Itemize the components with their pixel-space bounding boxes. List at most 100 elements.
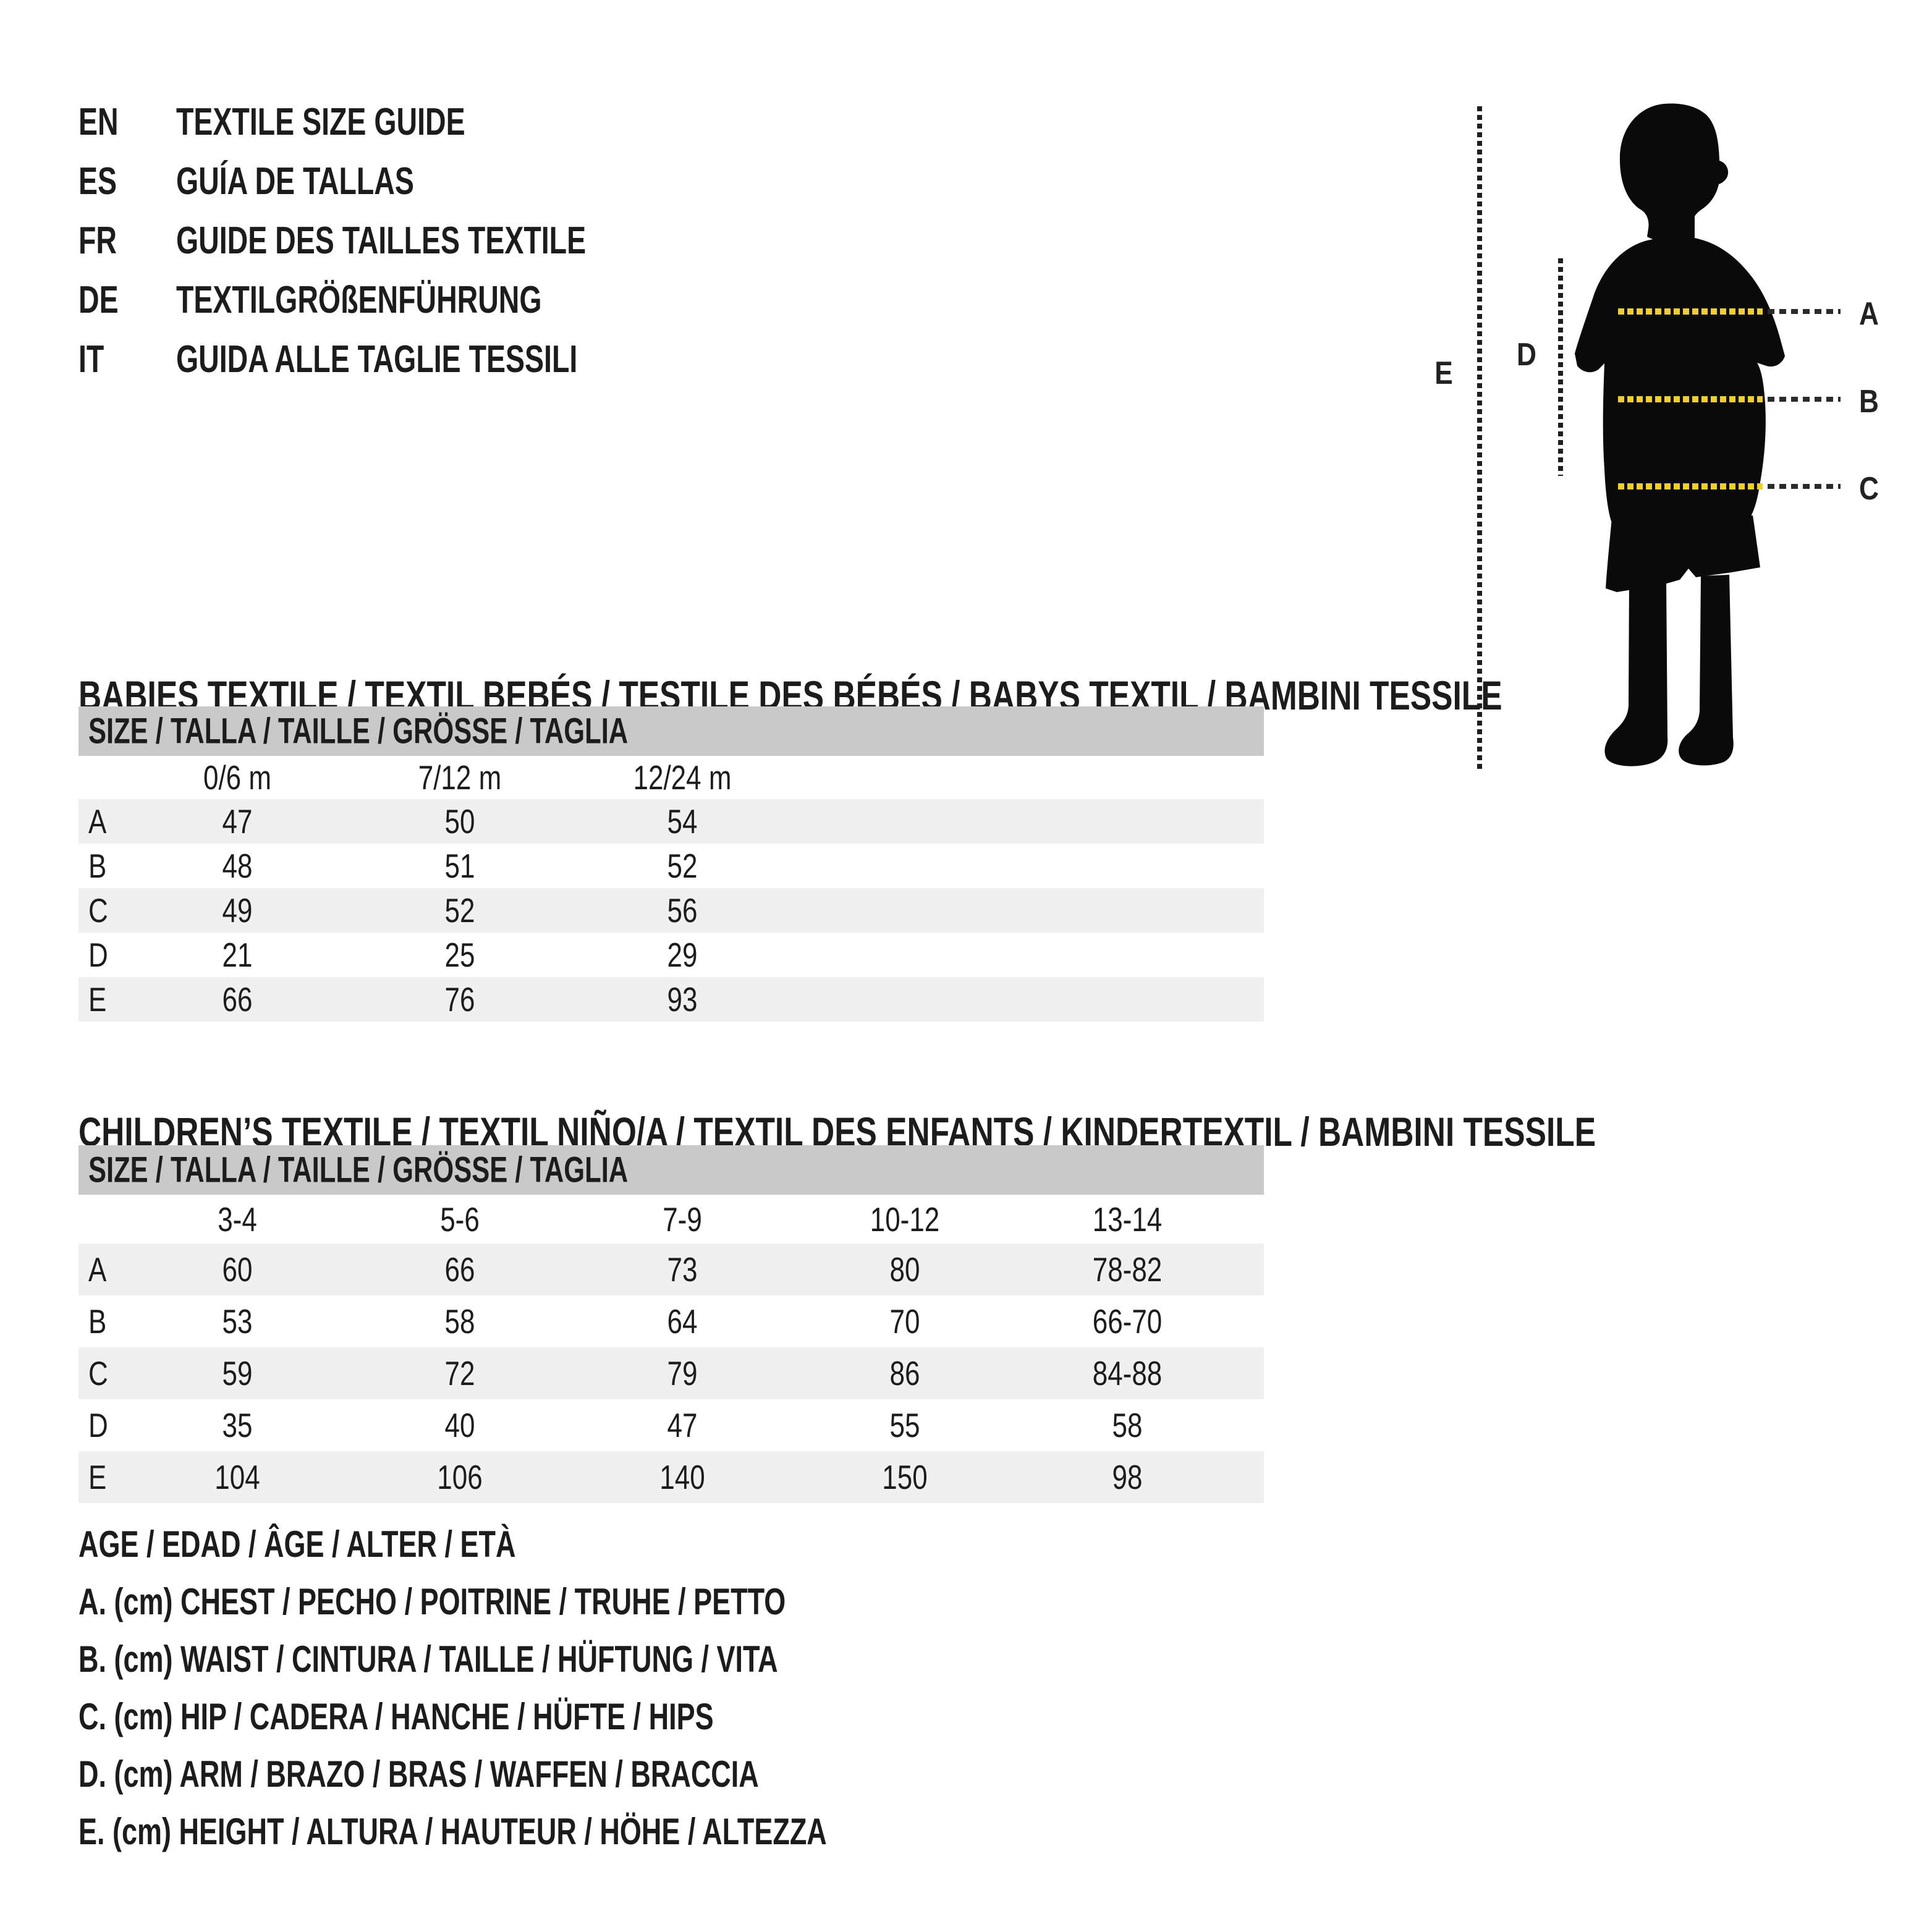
cell-value: 29 (667, 936, 698, 974)
language-title: GUIDE DES TAILLES TEXTILE (176, 219, 587, 262)
row-label: B (88, 1302, 107, 1341)
measure-label-E: E (1434, 355, 1453, 391)
row-label: C (88, 1354, 108, 1392)
row-label: B (88, 847, 107, 885)
cell-value: 40 (444, 1406, 475, 1444)
legend-line-age: AGE / EDAD / ÂGE / ALTER / ETÀ (78, 1523, 516, 1565)
size-header-text: SIZE / TALLA / TAILLE / GRÖSSE / TAGLIA (88, 1150, 629, 1190)
cell-value: 47 (222, 802, 253, 841)
cell-value: 48 (222, 847, 253, 885)
babies-size-header-bar: SIZE / TALLA / TAILLE / GRÖSSE / TAGLIA (78, 706, 1264, 756)
table-row: B 48 51 52 (78, 844, 1264, 888)
cell-value: 84-88 (1092, 1354, 1163, 1392)
cell-value: 49 (222, 891, 253, 930)
cell-value: 52 (444, 891, 475, 930)
cell-value: 86 (889, 1354, 920, 1392)
cell-value: 52 (667, 847, 698, 885)
language-code: FR (78, 219, 117, 262)
row-label: E (88, 980, 107, 1019)
legend-line-height: E. (cm) HEIGHT / ALTURA / HAUTEUR / HÖHE… (78, 1811, 827, 1852)
cell-value: 98 (1112, 1458, 1143, 1496)
table-row: A 47 50 54 (78, 799, 1264, 844)
arm-measure-dotted-line-D (1558, 258, 1563, 476)
column-header: 13-14 (1092, 1200, 1163, 1239)
cell-value: 66-70 (1092, 1302, 1163, 1341)
measure-label-B: B (1859, 384, 1879, 420)
cell-value: 93 (667, 980, 698, 1019)
column-header: 7/12 m (418, 758, 502, 797)
cell-value: 78-82 (1092, 1250, 1163, 1289)
measure-label-C: C (1859, 471, 1879, 507)
table-row: D 35 40 47 55 58 (78, 1399, 1264, 1451)
column-header: 7-9 (663, 1200, 702, 1239)
column-header: 10-12 (870, 1200, 940, 1239)
cell-value: 53 (222, 1302, 253, 1341)
language-title: TEXTILGRÖßENFÜHRUNG (176, 278, 542, 321)
legend-line-chest: A. (cm) CHEST / PECHO / POITRINE / TRUHE… (78, 1581, 786, 1622)
children-size-table: SIZE / TALLA / TAILLE / GRÖSSE / TAGLIA … (78, 1145, 1264, 1503)
cell-value: 73 (667, 1250, 698, 1289)
cell-value: 80 (889, 1250, 920, 1289)
waist-measure-line-yellow (1618, 396, 1763, 402)
language-title: TEXTILE SIZE GUIDE (176, 100, 465, 143)
language-row-es: ES GUÍA DE TALLAS (78, 151, 722, 211)
column-header: 3-4 (218, 1200, 257, 1239)
hip-measure-line-dark (1768, 484, 1841, 489)
table-row: D 21 25 29 (78, 933, 1264, 977)
column-header: 5-6 (440, 1200, 480, 1239)
table-row: A 60 66 73 80 78-82 (78, 1244, 1264, 1295)
cell-value: 140 (659, 1458, 705, 1496)
column-header: 12/24 m (633, 758, 732, 797)
cell-value: 150 (882, 1458, 928, 1496)
chest-measure-line-yellow (1618, 308, 1763, 315)
cell-value: 51 (444, 847, 475, 885)
table-row: E 104 106 140 150 98 (78, 1451, 1264, 1503)
cell-value: 58 (444, 1302, 475, 1341)
language-code: EN (78, 100, 119, 143)
babies-size-table: SIZE / TALLA / TAILLE / GRÖSSE / TAGLIA … (78, 706, 1264, 1022)
cell-value: 21 (222, 936, 253, 974)
row-label: D (88, 1406, 108, 1444)
cell-value: 59 (222, 1354, 253, 1392)
cell-value: 54 (667, 802, 698, 841)
cell-value: 64 (667, 1302, 698, 1341)
chest-measure-line-dark (1768, 309, 1841, 314)
cell-value: 104 (214, 1458, 260, 1496)
legend-line-hip: C. (cm) HIP / CADERA / HANCHE / HÜFTE / … (78, 1696, 714, 1737)
table-row: C 59 72 79 86 84-88 (78, 1347, 1264, 1399)
cell-value: 66 (444, 1250, 475, 1289)
cell-value: 50 (444, 802, 475, 841)
language-row-en: EN TEXTILE SIZE GUIDE (78, 92, 722, 151)
cell-value: 79 (667, 1354, 698, 1392)
legend-line-arm: D. (cm) ARM / BRAZO / BRAS / WAFFEN / BR… (78, 1753, 759, 1795)
table-row: B 53 58 64 70 66-70 (78, 1295, 1264, 1347)
language-code: IT (78, 337, 104, 381)
cell-value: 55 (889, 1406, 920, 1444)
measure-label-D: D (1517, 337, 1536, 373)
language-title: GUIDA ALLE TAGLIE TESSILI (176, 337, 578, 381)
table-row: C 49 52 56 (78, 888, 1264, 933)
language-code: ES (78, 159, 117, 203)
row-label: C (88, 891, 108, 930)
cell-value: 58 (1112, 1406, 1143, 1444)
hip-measure-line-yellow (1618, 483, 1763, 489)
cell-value: 25 (444, 936, 475, 974)
row-label: D (88, 936, 108, 974)
size-header-text: SIZE / TALLA / TAILLE / GRÖSSE / TAGLIA (88, 711, 629, 752)
row-label: E (88, 1458, 107, 1496)
language-title-list: EN TEXTILE SIZE GUIDE ES GUÍA DE TALLAS … (78, 92, 722, 389)
cell-value: 66 (222, 980, 253, 1019)
cell-value: 76 (444, 980, 475, 1019)
language-row-it: IT GUIDA ALLE TAGLIE TESSILI (78, 329, 722, 389)
cell-value: 72 (444, 1354, 475, 1392)
cell-value: 35 (222, 1406, 253, 1444)
cell-value: 106 (437, 1458, 483, 1496)
language-row-de: DE TEXTILGRÖßENFÜHRUNG (78, 270, 722, 329)
language-title: GUÍA DE TALLAS (176, 159, 414, 203)
measure-label-A: A (1859, 296, 1879, 332)
language-row-fr: FR GUIDE DES TAILLES TEXTILE (78, 211, 722, 270)
children-size-header-bar: SIZE / TALLA / TAILLE / GRÖSSE / TAGLIA (78, 1145, 1264, 1195)
cell-value: 47 (667, 1406, 698, 1444)
cell-value: 60 (222, 1250, 253, 1289)
